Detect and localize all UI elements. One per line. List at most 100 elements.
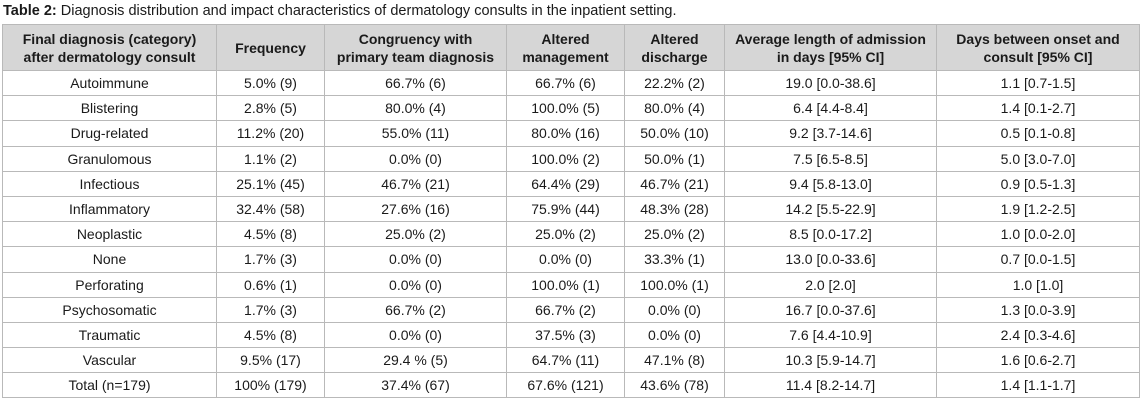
value-cell: 80.0% (16) [506, 120, 625, 147]
column-header-line: management [522, 48, 609, 65]
value-cell: 29.4 % (5) [324, 347, 507, 374]
column-header-line: Altered [541, 30, 590, 47]
table-caption: Table 2: Diagnosis distribution and impa… [3, 1, 677, 21]
category-cell: None [2, 246, 217, 273]
column-header-line: primary team diagnosis [336, 48, 495, 65]
value-cell: 1.7% (3) [216, 296, 325, 323]
table-row: Inflammatory 32.4% (58) 27.6% (16) 75.9% (4… [2, 195, 1140, 223]
table-row: Psychosomatic 1.7% (3) 66.7% (2) 66.7% (2) 0… [2, 296, 1140, 323]
value-cell: 5.0 [3.0-7.0] [936, 145, 1140, 172]
value-cell: 1.0 [0.0-2.0] [936, 221, 1140, 248]
value-cell: 22.2% (2) [624, 69, 725, 97]
column-header-line: Final diagnosis (category) [22, 30, 197, 47]
value-cell: 46.7% (21) [324, 170, 507, 197]
table-row: Neoplastic 4.5% (8) 25.0% (2) 25.0% (2) 25.0… [2, 221, 1140, 248]
value-cell: 47.1% (8) [624, 347, 725, 374]
value-cell: 0.0% (0) [506, 246, 625, 273]
value-cell: 1.1% (2) [216, 145, 325, 172]
value-cell: 7.5 [6.5-8.5] [724, 145, 937, 172]
value-cell: 16.7 [0.0-37.6] [724, 296, 937, 323]
table-row: Perforating 0.6% (1) 0.0% (0) 100.0% (1) 100… [2, 271, 1140, 298]
column-header: Altered management [506, 24, 625, 71]
value-cell: 100.0% (1) [506, 271, 625, 298]
column-header-line: Days between onset and [956, 30, 1120, 47]
value-cell: 64.7% (11) [506, 347, 625, 374]
value-cell: 4.5% (8) [216, 321, 325, 349]
value-cell: 25.0% (2) [506, 221, 625, 248]
column-header: Altered discharge [624, 24, 725, 71]
value-cell: 25.0% (2) [624, 221, 725, 248]
table-row: None 1.7% (3) 0.0% (0) 0.0% (0) 33.3% (1) 13.… [2, 246, 1140, 273]
value-cell: 1.1 [0.7-1.5] [936, 69, 1140, 97]
category-cell: Granulomous [2, 145, 217, 172]
value-cell: 9.5% (17) [216, 347, 325, 374]
column-header-line: discharge [641, 48, 708, 65]
value-cell: 2.8% (5) [216, 95, 325, 122]
column-header: Days between onset and consult [95% CI] [936, 24, 1140, 71]
value-cell: 37.4% (67) [324, 372, 507, 399]
value-cell: 8.5 [0.0-17.2] [724, 221, 937, 248]
value-cell: 1.9 [1.2-2.5] [936, 195, 1140, 223]
category-cell: Total (n=179) [2, 372, 217, 399]
value-cell: 37.5% (3) [506, 321, 625, 349]
table-row: Traumatic 4.5% (8) 0.0% (0) 37.5% (3) 0.0% (… [2, 321, 1140, 349]
value-cell: 100% (179) [216, 372, 325, 399]
column-header-line: consult [95% CI] [983, 48, 1093, 65]
value-cell: 2.4 [0.3-4.6] [936, 321, 1140, 349]
column-header: Frequency [216, 24, 325, 71]
value-cell: 11.4 [8.2-14.7] [724, 372, 937, 399]
value-cell: 4.5% (8) [216, 221, 325, 248]
value-cell: 32.4% (58) [216, 195, 325, 223]
value-cell: 10.3 [5.9-14.7] [724, 347, 937, 374]
value-cell: 66.7% (6) [506, 69, 625, 97]
category-cell: Blistering [2, 95, 217, 122]
value-cell: 5.0% (9) [216, 69, 325, 97]
value-cell: 55.0% (11) [324, 120, 507, 147]
column-header-line: Frequency [235, 39, 306, 56]
table-row: Drug-related 11.2% (20) 55.0% (11) 80.0% (1… [2, 120, 1140, 147]
column-header-line: in days [95% CI] [776, 48, 885, 65]
value-cell: 1.3 [0.0-3.9] [936, 296, 1140, 323]
value-cell: 27.6% (16) [324, 195, 507, 223]
value-cell: 0.0% (0) [624, 321, 725, 349]
value-cell: 0.7 [0.0-1.5] [936, 246, 1140, 273]
value-cell: 6.4 [4.4-8.4] [724, 95, 937, 122]
column-header-line: after dermatology consult [23, 48, 196, 65]
category-cell: Inflammatory [2, 195, 217, 223]
value-cell: 80.0% (4) [624, 95, 725, 122]
header-row: Final diagnosis (category) after dermatol… [2, 24, 1140, 71]
value-cell: 1.6 [0.6-2.7] [936, 347, 1140, 374]
table-header: Final diagnosis (category) after dermatol… [2, 24, 1140, 71]
table-body: Autoimmune 5.0% (9) 66.7% (6) 66.7% (6) 22.2… [2, 69, 1140, 399]
category-cell: Infectious [2, 170, 217, 197]
column-header-line: Altered [650, 30, 699, 47]
value-cell: 9.4 [5.8-13.0] [724, 170, 937, 197]
caption-label: Table 2: [3, 3, 57, 19]
value-cell: 75.9% (44) [506, 195, 625, 223]
value-cell: 25.0% (2) [324, 221, 507, 248]
value-cell: 50.0% (1) [624, 145, 725, 172]
value-cell: 66.7% (2) [506, 296, 625, 323]
value-cell: 9.2 [3.7-14.6] [724, 120, 937, 147]
value-cell: 25.1% (45) [216, 170, 325, 197]
value-cell: 33.3% (1) [624, 246, 725, 273]
value-cell: 13.0 [0.0-33.6] [724, 246, 937, 273]
value-cell: 100.0% (1) [624, 271, 725, 298]
value-cell: 80.0% (4) [324, 95, 507, 122]
category-cell: Psychosomatic [2, 296, 217, 323]
value-cell: 100.0% (2) [506, 145, 625, 172]
diagnosis-table: Final diagnosis (category) after dermatol… [2, 24, 1140, 399]
value-cell: 0.6% (1) [216, 271, 325, 298]
table-row: Granulomous 1.1% (2) 0.0% (0) 100.0% (2) 50.… [2, 145, 1140, 172]
value-cell: 66.7% (6) [324, 69, 507, 97]
value-cell: 43.6% (78) [624, 372, 725, 399]
column-header: Congruency with primary team diagnosis [324, 24, 507, 71]
value-cell: 0.5 [0.1-0.8] [936, 120, 1140, 147]
value-cell: 1.7% (3) [216, 246, 325, 273]
value-cell: 48.3% (28) [624, 195, 725, 223]
value-cell: 1.4 [1.1-1.7] [936, 372, 1140, 399]
category-cell: Drug-related [2, 120, 217, 147]
column-header: Final diagnosis (category) after dermatol… [2, 24, 217, 71]
category-cell: Neoplastic [2, 221, 217, 248]
value-cell: 14.2 [5.5-22.9] [724, 195, 937, 223]
